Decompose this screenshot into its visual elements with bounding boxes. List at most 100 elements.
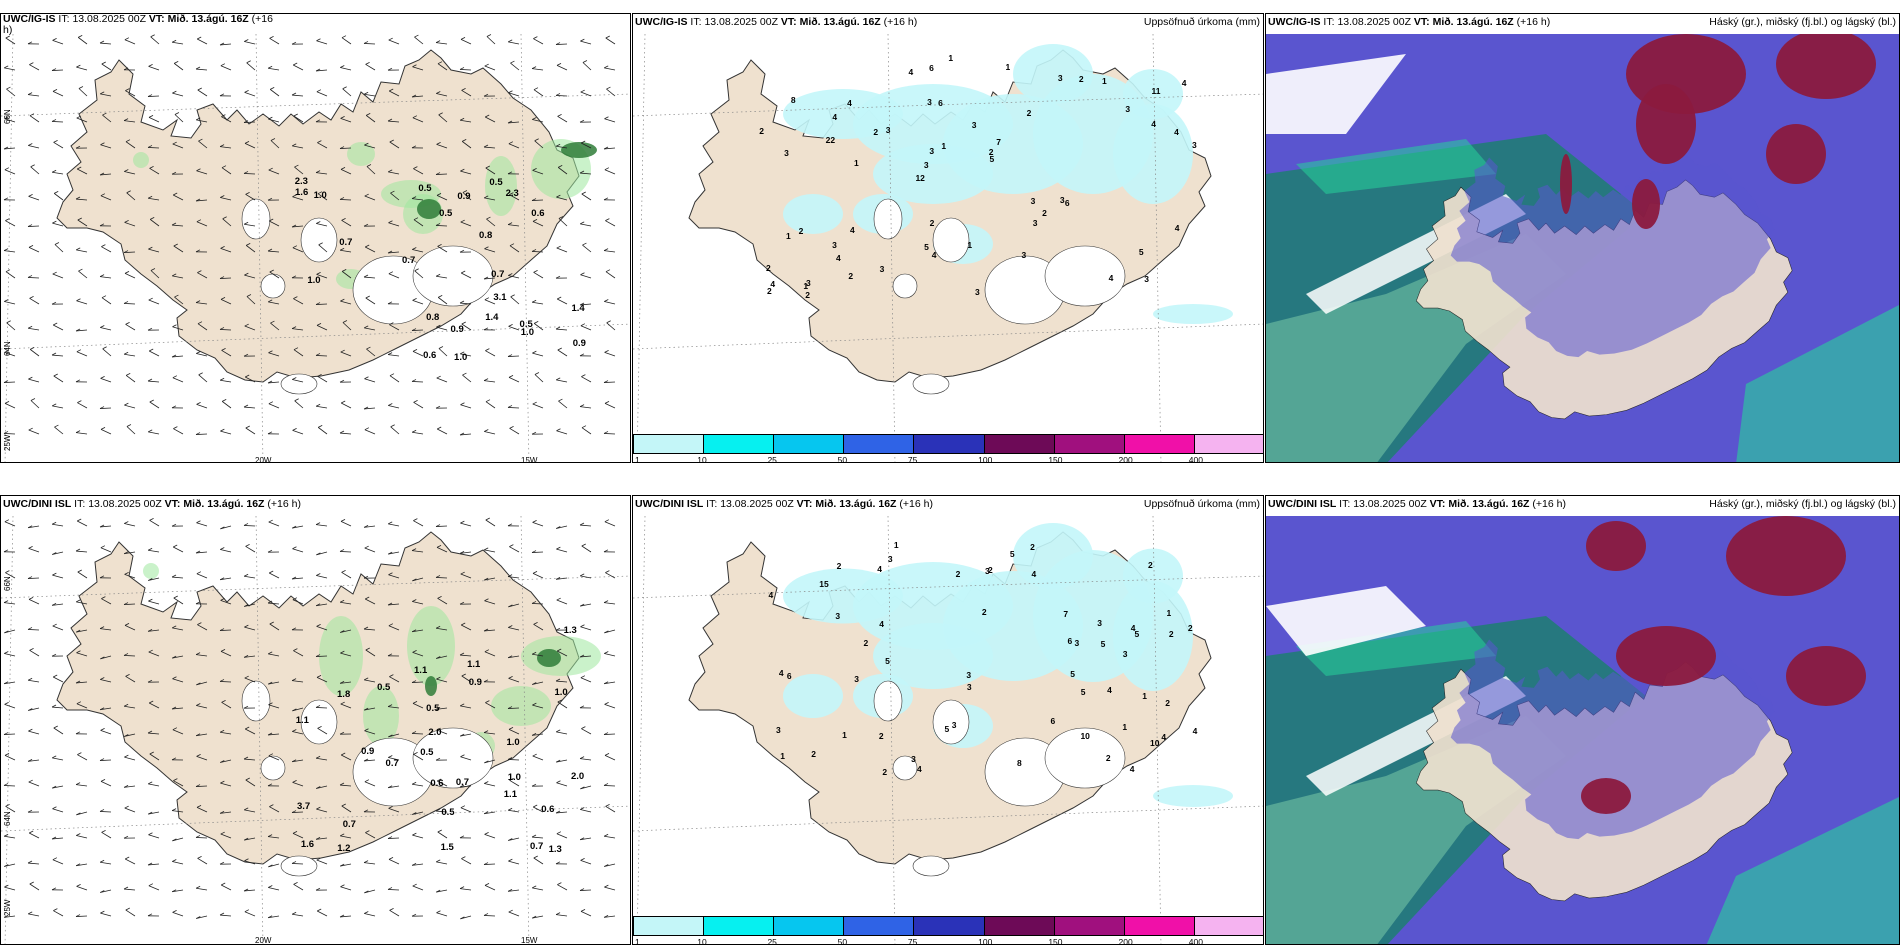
precip-value: 2 bbox=[873, 126, 879, 137]
precip-value: 4 bbox=[877, 564, 882, 575]
wind-barb bbox=[340, 249, 352, 253]
wind-barb-tick bbox=[268, 350, 273, 354]
wind-barb bbox=[52, 808, 64, 813]
wind-barb-tick bbox=[52, 403, 57, 407]
graticule-line bbox=[1, 575, 630, 599]
precip-shade bbox=[873, 623, 993, 689]
wind-barb-tick bbox=[604, 167, 610, 171]
wind-value: 1.8 bbox=[337, 689, 351, 701]
precip-value: 3 bbox=[1059, 194, 1065, 205]
wind-barb bbox=[460, 522, 472, 527]
wind-barb bbox=[365, 246, 376, 253]
wind-barb-tick bbox=[196, 117, 201, 121]
wind-barb-tick bbox=[389, 907, 394, 911]
wind-barb-tick bbox=[387, 602, 393, 606]
wind-barb-tick bbox=[293, 62, 298, 66]
wind-barb bbox=[124, 404, 136, 409]
wind-barb bbox=[556, 328, 568, 331]
precip-value: 4 bbox=[832, 112, 838, 123]
precip-value: 5 bbox=[924, 242, 929, 253]
wind-barb-tick bbox=[220, 63, 226, 67]
wind-barb bbox=[581, 728, 592, 735]
wind-barb bbox=[99, 811, 112, 813]
wind-barb-tick bbox=[580, 272, 585, 276]
wind-barb bbox=[196, 551, 208, 554]
wind-barb-tick bbox=[245, 191, 250, 195]
wind-barb-tick bbox=[52, 88, 58, 92]
wind-barb-tick bbox=[78, 268, 83, 272]
wind-barb-tick bbox=[388, 403, 393, 406]
wind-barb-tick bbox=[532, 885, 537, 889]
precip-value: 4 bbox=[1151, 118, 1156, 129]
wind-barb-tick bbox=[579, 353, 585, 357]
wind-barb-tick bbox=[436, 544, 442, 548]
wind-barb-tick bbox=[603, 600, 609, 604]
wind-barb bbox=[268, 352, 280, 357]
wind-value: 1.1 bbox=[467, 658, 481, 670]
graticule-line bbox=[1, 805, 630, 832]
wind-barb-tick bbox=[195, 835, 201, 838]
wind-barb bbox=[5, 37, 16, 45]
precip-value: 4 bbox=[768, 590, 774, 601]
wind-barb bbox=[124, 733, 136, 737]
wind-barb-tick bbox=[412, 812, 417, 815]
wind-barb-tick bbox=[339, 914, 345, 918]
precip-value: 10 bbox=[1080, 731, 1090, 742]
wind-barb-tick bbox=[363, 41, 369, 44]
wind-barb bbox=[124, 39, 136, 45]
wind-barb bbox=[604, 835, 616, 839]
precip-shade bbox=[783, 674, 843, 718]
wind-barb bbox=[533, 623, 544, 631]
wind-barb-tick bbox=[54, 191, 59, 194]
wind-barb-tick bbox=[435, 706, 441, 710]
wind-barb-tick bbox=[315, 353, 321, 356]
wind-barb-tick bbox=[388, 572, 393, 576]
colorbar-tick-label: 150 bbox=[1048, 937, 1063, 945]
wind-barb bbox=[580, 172, 592, 175]
glacier-area bbox=[1044, 727, 1126, 789]
wind-barb-tick bbox=[292, 546, 297, 550]
wind-barb-tick bbox=[316, 552, 321, 556]
wind-barb bbox=[28, 679, 40, 683]
wind-barb-tick bbox=[220, 526, 225, 530]
wind-barb bbox=[172, 655, 184, 659]
precip-value: 5 bbox=[1134, 628, 1140, 639]
colorbar-swatch bbox=[634, 435, 705, 453]
wind-barb-tick bbox=[603, 549, 609, 553]
wind-barb-tick bbox=[4, 884, 9, 888]
wind-barb-tick bbox=[197, 36, 202, 40]
wind-barb-tick bbox=[27, 525, 33, 529]
wind-value: 0.5 bbox=[439, 207, 453, 219]
wind-barb bbox=[220, 577, 232, 581]
model-name: UWC/DINI ISL bbox=[3, 498, 72, 510]
wind-barb bbox=[580, 809, 592, 813]
wind-value: 0.9 bbox=[361, 746, 375, 758]
wind-barb bbox=[198, 374, 208, 383]
wind-barb-tick bbox=[292, 143, 297, 147]
wind-barb bbox=[173, 194, 184, 201]
wind-barb-tick bbox=[532, 753, 537, 757]
wind-barb bbox=[53, 141, 64, 149]
wind-barb-tick bbox=[124, 622, 130, 626]
high-cloud-patch bbox=[1581, 778, 1631, 814]
wind-barb-tick bbox=[243, 523, 249, 526]
wind-barb-tick bbox=[485, 517, 490, 521]
wind-barb-tick bbox=[147, 195, 153, 199]
wind-barb-tick bbox=[412, 883, 417, 887]
wind-barb bbox=[292, 379, 304, 383]
wind-barb bbox=[76, 784, 88, 787]
panel-bot-mid-precip: UWC/DINI ISL IT: 13.08.2025 00Z VT: Mið.… bbox=[632, 495, 1264, 945]
wind-barb bbox=[124, 551, 136, 555]
wind-barb-tick bbox=[123, 67, 129, 71]
precip-value: 4 bbox=[931, 250, 937, 261]
colorbar-swatch bbox=[1194, 435, 1263, 453]
wind-barb bbox=[532, 220, 544, 227]
wind-barb-tick bbox=[341, 400, 346, 404]
wind-barb bbox=[29, 115, 40, 123]
wind-barb-tick bbox=[76, 599, 81, 603]
wind-barb bbox=[28, 598, 40, 605]
wind-barb bbox=[268, 381, 280, 384]
wind-barb bbox=[603, 733, 616, 735]
wind-barb bbox=[292, 247, 304, 253]
wind-barb-tick bbox=[171, 171, 177, 175]
